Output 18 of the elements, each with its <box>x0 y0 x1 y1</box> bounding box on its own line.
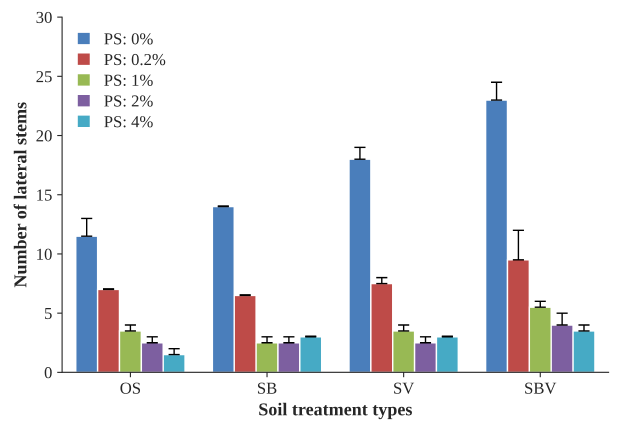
y-tick-label: 0 <box>44 367 52 378</box>
y-tick-label: 25 <box>36 71 52 82</box>
y-tick-label: 15 <box>37 190 52 201</box>
y-tick-label: 10 <box>37 248 52 260</box>
y-tick-label: 30 <box>36 12 52 24</box>
x-axis-title: Soil treatment types <box>259 402 412 420</box>
y-axis-title: Number of lateral stems <box>14 102 27 288</box>
x-tick-label: SV <box>394 382 414 394</box>
legend-label: PS: 4% <box>104 116 153 128</box>
x-tick-label: SBV <box>525 382 556 394</box>
y-tick-label: 5 <box>45 308 52 320</box>
y-tick-label: 20 <box>36 130 52 142</box>
legend-label: PS: 0% <box>104 33 153 45</box>
x-tick-label: SB <box>258 382 276 394</box>
x-tick-label: OS <box>120 382 140 394</box>
legend-label: PS: 0.2% <box>104 54 166 66</box>
legend-label: PS: 2% <box>104 95 153 107</box>
legend-label: PS: 1% <box>104 74 153 86</box>
